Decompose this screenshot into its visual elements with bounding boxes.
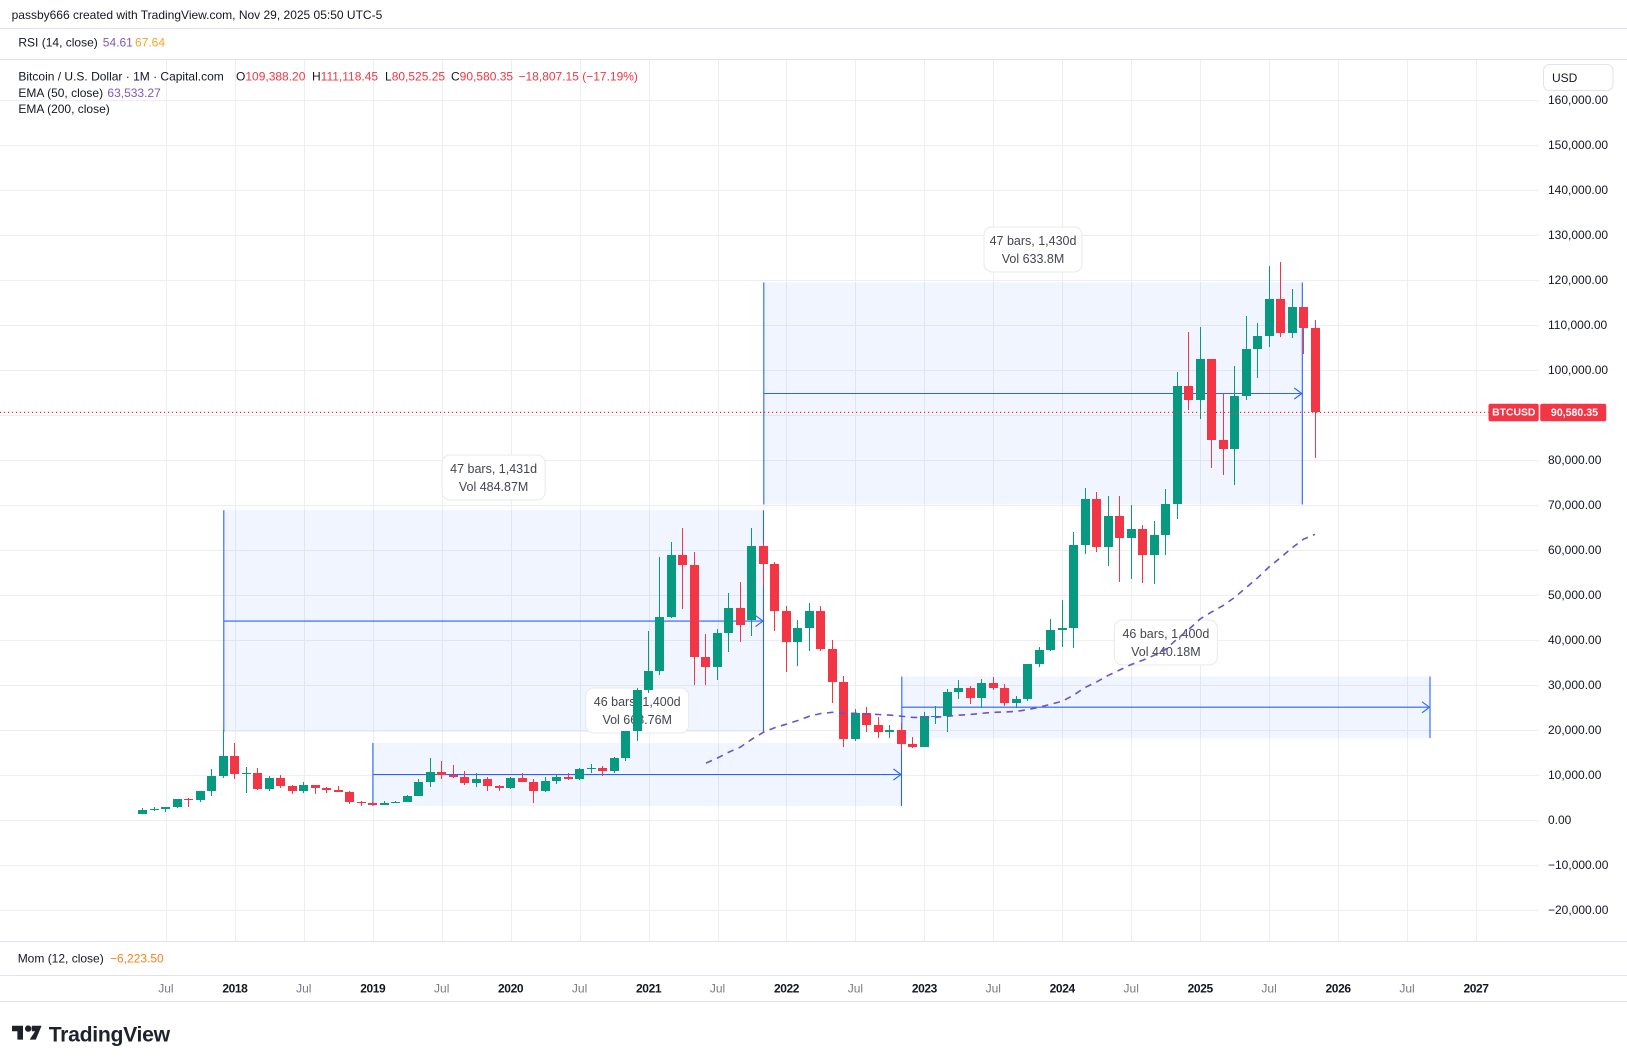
svg-text:130,000.00: 130,000.00 xyxy=(1548,228,1608,242)
svg-text:2022: 2022 xyxy=(774,982,800,996)
svg-text:O109,388.20: O109,388.20 xyxy=(236,70,306,84)
svg-text:2021: 2021 xyxy=(636,982,662,996)
svg-text:60,000.00: 60,000.00 xyxy=(1548,543,1602,557)
svg-text:USD: USD xyxy=(1552,71,1578,85)
svg-text:63,533.27: 63,533.27 xyxy=(107,86,161,100)
svg-text:C90,580.35: C90,580.35 xyxy=(451,70,513,84)
svg-text:Jul: Jul xyxy=(158,982,173,996)
svg-text:−18,807.15 (−17.19%): −18,807.15 (−17.19%) xyxy=(519,70,638,84)
svg-text:Jul: Jul xyxy=(1261,982,1276,996)
svg-text:Vol 440.18M: Vol 440.18M xyxy=(1131,645,1201,659)
svg-text:Jul: Jul xyxy=(710,982,725,996)
svg-text:47 bars, 1,431d: 47 bars, 1,431d xyxy=(450,462,537,476)
svg-text:160,000.00: 160,000.00 xyxy=(1548,93,1608,107)
svg-text:47 bars, 1,430d: 47 bars, 1,430d xyxy=(990,234,1077,248)
svg-text:passby666 created with Trading: passby666 created with TradingView.com, … xyxy=(12,8,383,22)
svg-text:0.00: 0.00 xyxy=(1548,813,1572,827)
svg-text:Jul: Jul xyxy=(1399,982,1414,996)
svg-text:100,000.00: 100,000.00 xyxy=(1548,363,1608,377)
svg-text:Jul: Jul xyxy=(572,982,587,996)
svg-text:70,000.00: 70,000.00 xyxy=(1548,498,1602,512)
svg-text:140,000.00: 140,000.00 xyxy=(1548,183,1608,197)
svg-text:80,000.00: 80,000.00 xyxy=(1548,453,1602,467)
svg-text:46 bars, 1,400d: 46 bars, 1,400d xyxy=(1122,627,1209,641)
svg-text:54.61: 54.61 xyxy=(103,36,133,50)
svg-text:−10,000.00: −10,000.00 xyxy=(1548,858,1609,872)
svg-text:BTCUSD: BTCUSD xyxy=(1492,407,1536,418)
svg-text:Jul: Jul xyxy=(1124,982,1139,996)
svg-text:Jul: Jul xyxy=(848,982,863,996)
svg-text:−20,000.00: −20,000.00 xyxy=(1548,903,1609,917)
svg-text:Vol 633.8M: Vol 633.8M xyxy=(1002,252,1065,266)
svg-text:20,000.00: 20,000.00 xyxy=(1548,723,1602,737)
svg-text:110,000.00: 110,000.00 xyxy=(1548,318,1607,332)
svg-text:120,000.00: 120,000.00 xyxy=(1548,273,1608,287)
svg-text:2027: 2027 xyxy=(1463,982,1489,996)
svg-text:L80,525.25: L80,525.25 xyxy=(385,70,445,84)
svg-text:Jul: Jul xyxy=(434,982,449,996)
svg-text:30,000.00: 30,000.00 xyxy=(1548,678,1602,692)
svg-text:50,000.00: 50,000.00 xyxy=(1548,588,1602,602)
svg-text:Mom (12, close): Mom (12, close) xyxy=(18,952,104,966)
svg-text:10,000.00: 10,000.00 xyxy=(1548,768,1602,782)
svg-text:EMA (50, close): EMA (50, close) xyxy=(18,86,103,100)
svg-text:90,580.35: 90,580.35 xyxy=(1551,407,1598,419)
svg-text:2018: 2018 xyxy=(222,982,248,996)
svg-text:−6,223.50: −6,223.50 xyxy=(110,952,164,966)
svg-text:2024: 2024 xyxy=(1050,982,1076,996)
svg-text:Vol 484.87M: Vol 484.87M xyxy=(459,480,529,494)
svg-text:2023: 2023 xyxy=(912,982,938,996)
svg-text:40,000.00: 40,000.00 xyxy=(1548,633,1602,647)
svg-text:EMA (200, close): EMA (200, close) xyxy=(18,102,109,116)
svg-text:150,000.00: 150,000.00 xyxy=(1548,138,1608,152)
svg-text:2026: 2026 xyxy=(1326,982,1352,996)
svg-text:H111,118.45: H111,118.45 xyxy=(312,70,378,84)
svg-text:2025: 2025 xyxy=(1188,982,1214,996)
svg-text:TradingView: TradingView xyxy=(49,1024,171,1047)
svg-text:Jul: Jul xyxy=(296,982,311,996)
svg-text:2019: 2019 xyxy=(360,982,386,996)
svg-text:2020: 2020 xyxy=(498,982,524,996)
svg-text:Jul: Jul xyxy=(986,982,1001,996)
svg-text:67.64: 67.64 xyxy=(135,36,165,50)
svg-text:Bitcoin / U.S. Dollar · 1M · C: Bitcoin / U.S. Dollar · 1M · Capital.com xyxy=(18,70,223,84)
svg-text:RSI (14, close): RSI (14, close) xyxy=(18,36,97,50)
